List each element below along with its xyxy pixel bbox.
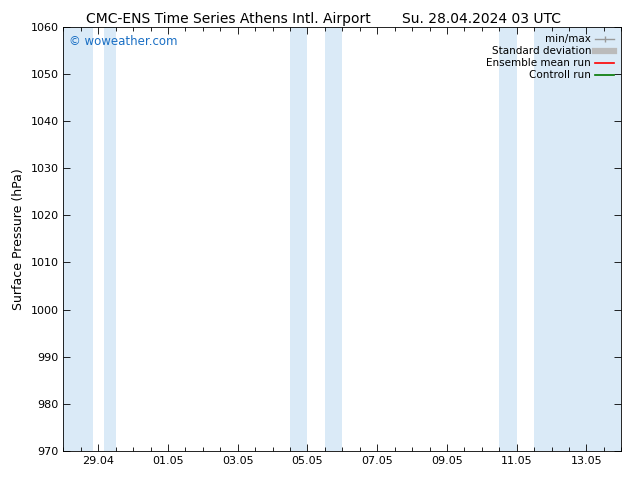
Bar — [325, 27, 342, 451]
Text: © woweather.com: © woweather.com — [69, 35, 178, 49]
Text: Su. 28.04.2024 03 UTC: Su. 28.04.2024 03 UTC — [403, 12, 561, 26]
Bar — [290, 27, 307, 451]
Y-axis label: Surface Pressure (hPa): Surface Pressure (hPa) — [12, 168, 25, 310]
Bar — [534, 27, 621, 451]
Text: CMC-ENS Time Series Athens Intl. Airport: CMC-ENS Time Series Athens Intl. Airport — [86, 12, 371, 26]
Bar — [63, 27, 93, 451]
Bar — [500, 27, 517, 451]
Legend: min/max, Standard deviation, Ensemble mean run, Controll run: min/max, Standard deviation, Ensemble me… — [484, 32, 616, 83]
Bar — [103, 27, 116, 451]
